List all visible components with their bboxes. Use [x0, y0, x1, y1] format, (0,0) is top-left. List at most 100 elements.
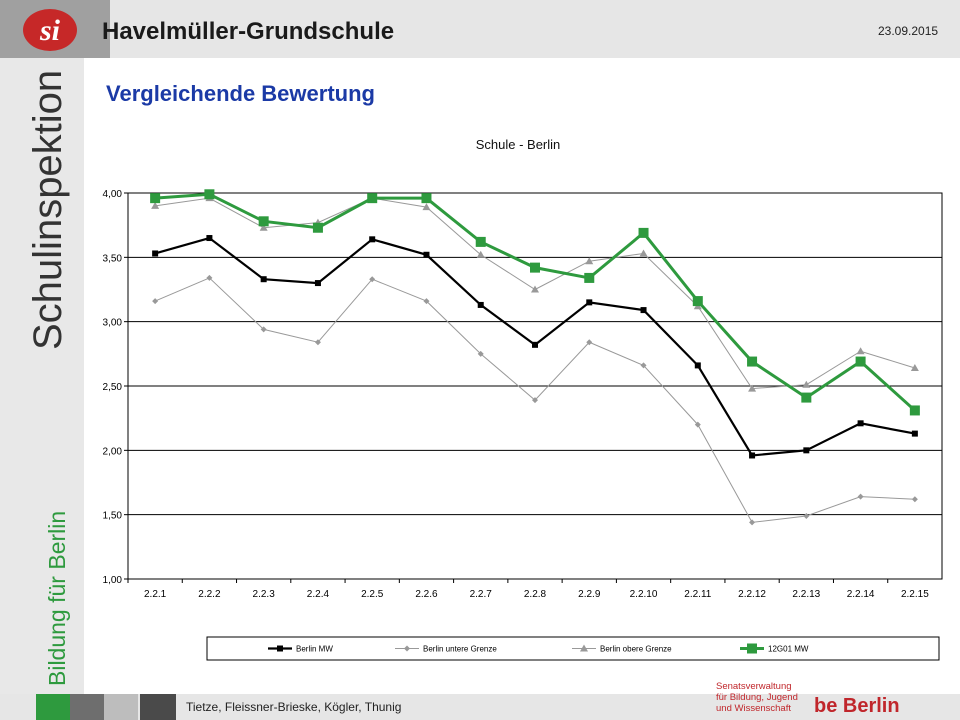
x-tick-label: 2.2.11 — [684, 589, 711, 600]
footer-dark-block — [70, 694, 104, 720]
data-point — [801, 392, 812, 403]
y-tick-label: 1,50 — [103, 511, 123, 522]
x-tick-label: 2.2.13 — [792, 589, 820, 600]
data-point — [584, 272, 595, 283]
data-point — [640, 362, 647, 369]
data-point — [586, 299, 593, 306]
y-tick-label: 3,50 — [103, 253, 123, 264]
x-tick-label: 2.2.1 — [144, 589, 167, 600]
data-point — [421, 193, 432, 204]
data-point — [855, 356, 866, 367]
footer-light-block — [104, 694, 138, 720]
x-tick-label: 2.2.2 — [198, 589, 221, 600]
x-tick-label: 2.2.10 — [630, 589, 658, 600]
data-point — [312, 222, 323, 233]
data-point — [369, 276, 376, 283]
x-tick-label: 2.2.12 — [738, 589, 766, 600]
data-point — [856, 347, 865, 355]
data-point — [911, 496, 918, 503]
data-point — [748, 384, 757, 392]
data-point — [314, 280, 321, 287]
footer-authors: Tietze, Fleissner-Brieske, Kögler, Thuni… — [186, 700, 402, 714]
data-point — [260, 276, 267, 283]
x-tick-label: 2.2.3 — [253, 589, 276, 600]
x-tick-label: 2.2.9 — [578, 589, 601, 600]
footer-green-block — [36, 694, 70, 720]
berlin-logo-text: be Berlin — [814, 695, 900, 717]
data-point — [314, 339, 321, 346]
data-point — [204, 189, 215, 200]
si-logo-text: si — [39, 14, 61, 47]
berlin-logo: be Berlin — [814, 695, 900, 717]
x-tick-label: 2.2.15 — [901, 589, 929, 600]
data-point — [206, 274, 213, 281]
data-point — [857, 420, 864, 427]
y-tick-label: 3,00 — [103, 318, 123, 329]
data-point — [749, 519, 756, 526]
data-point — [259, 223, 268, 231]
data-point — [206, 235, 213, 242]
legend-marker — [404, 645, 410, 652]
data-point — [476, 250, 485, 258]
x-tick-label: 2.2.5 — [361, 589, 384, 600]
data-point — [857, 493, 864, 500]
data-point — [747, 356, 758, 367]
y-tick-label: 1,00 — [103, 575, 123, 586]
senat-logo-text: Senatsverwaltung für Bildung, Jugend und… — [716, 681, 816, 714]
x-tick-label: 2.2.14 — [847, 589, 875, 600]
data-point — [475, 236, 486, 247]
data-point — [477, 350, 484, 357]
x-tick-label: 2.2.6 — [415, 589, 438, 600]
data-point — [911, 430, 918, 437]
data-point — [694, 421, 701, 428]
data-point — [586, 339, 593, 346]
data-point — [532, 341, 538, 348]
data-point — [423, 298, 430, 305]
legend-marker — [747, 643, 757, 654]
data-point — [530, 262, 540, 273]
data-point — [692, 296, 703, 307]
data-point — [422, 203, 431, 211]
data-point — [802, 380, 811, 388]
x-tick-label: 2.2.4 — [307, 589, 330, 600]
header-right-block — [110, 0, 960, 58]
data-point — [260, 326, 267, 333]
senat-line: für Bildung, Jugend — [716, 692, 798, 703]
y-tick-label: 2,50 — [103, 382, 123, 393]
data-point — [639, 249, 648, 257]
data-point — [532, 397, 538, 404]
footer-charcoal-block — [140, 694, 176, 720]
data-point — [803, 512, 810, 519]
data-point — [150, 193, 161, 204]
data-point — [258, 216, 269, 227]
footer-bar — [0, 694, 960, 720]
data-point — [910, 363, 919, 371]
y-tick-label: 2,00 — [103, 446, 123, 457]
senat-line: Senatsverwaltung — [716, 681, 792, 692]
data-point — [151, 201, 160, 209]
senat-line: und Wissenschaft — [716, 703, 791, 714]
chart-title: Schule - Berlin — [475, 137, 561, 152]
legend-label: Berlin MW — [296, 645, 333, 654]
x-tick-label: 2.2.8 — [524, 589, 547, 600]
x-tick-label: 2.2.7 — [470, 589, 493, 600]
header-bar — [0, 0, 960, 58]
data-point — [152, 250, 159, 257]
data-point — [638, 227, 649, 238]
si-logo: si — [23, 9, 77, 51]
legend-label: Berlin untere Grenze — [423, 645, 497, 654]
data-point — [909, 405, 920, 416]
data-point — [640, 307, 647, 314]
data-point — [803, 447, 810, 454]
legend-label: Berlin obere Grenze — [600, 645, 672, 654]
legend-marker — [277, 645, 283, 652]
data-point — [477, 301, 484, 308]
sidebar — [0, 58, 84, 694]
y-tick-label: 4,00 — [103, 189, 123, 200]
legend-marker — [580, 644, 588, 652]
data-point — [369, 236, 376, 243]
data-point — [423, 251, 430, 258]
school-name: Havelmüller-Grundschule — [102, 18, 395, 45]
data-point — [585, 257, 594, 265]
